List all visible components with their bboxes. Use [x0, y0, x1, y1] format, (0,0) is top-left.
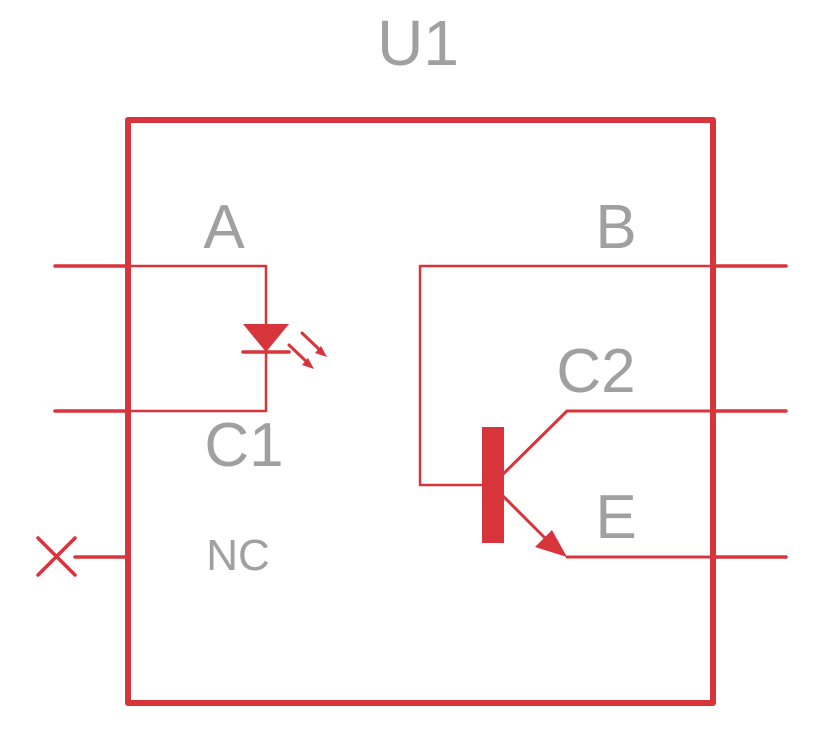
led-icon [243, 324, 289, 352]
light-emission-arrows-icon [289, 333, 327, 369]
pin-label-nc: NC [206, 531, 270, 580]
pin-label-c1: C1 [204, 411, 283, 480]
collector-wiring [492, 411, 713, 485]
pin-label-e: E [595, 483, 636, 552]
pin-label-b: B [595, 193, 636, 262]
pin-label-c2: C2 [556, 337, 635, 406]
led-wiring [128, 266, 266, 411]
no-connect-icon [38, 538, 75, 575]
reference-designator: U1 [377, 7, 459, 79]
pin-label-a: A [203, 193, 245, 262]
